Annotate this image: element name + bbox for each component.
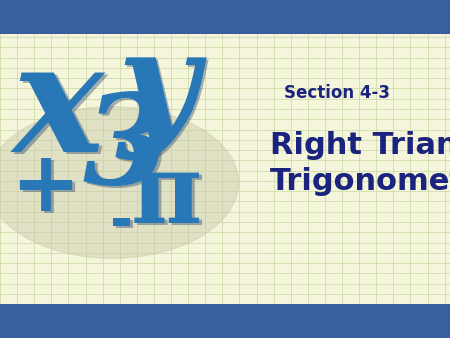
Text: y: y (120, 28, 201, 162)
Text: Right Triangle
Trigonometry: Right Triangle Trigonometry (270, 131, 450, 196)
Text: 3: 3 (82, 89, 170, 211)
Text: π: π (131, 149, 202, 243)
Text: +: + (10, 147, 80, 228)
Text: Section 4-3: Section 4-3 (284, 84, 390, 102)
Text: y: y (117, 26, 198, 160)
Text: -: - (110, 196, 133, 250)
Text: -: - (112, 198, 136, 252)
Text: π: π (134, 151, 205, 245)
Text: 3: 3 (85, 91, 172, 213)
Text: x: x (16, 37, 107, 186)
Circle shape (0, 107, 238, 258)
Bar (0, 34, 450, 304)
Text: x: x (13, 35, 104, 184)
Text: +: + (13, 149, 83, 230)
